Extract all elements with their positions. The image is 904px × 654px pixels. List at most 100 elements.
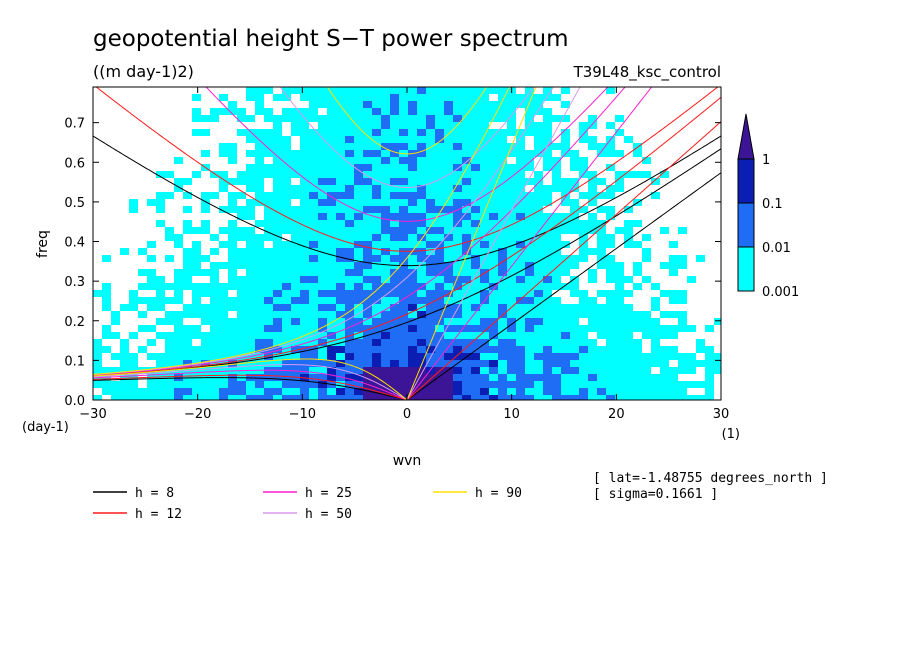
- heat-cell: [471, 304, 481, 312]
- heat-cell: [246, 346, 256, 354]
- heat-cell: [300, 87, 310, 95]
- heat-cell: [318, 87, 328, 95]
- heat-cell: [642, 136, 652, 144]
- heat-cell: [192, 171, 202, 179]
- heat-cell: [237, 115, 247, 123]
- heat-cell: [345, 101, 355, 109]
- heat-cell: [651, 360, 661, 368]
- heat-cell: [453, 388, 463, 396]
- heat-cell: [156, 178, 166, 186]
- heat-cell: [282, 199, 292, 207]
- heat-cell: [291, 108, 301, 116]
- heat-cell: [291, 143, 301, 151]
- heat-cell: [552, 108, 562, 116]
- heat-cell: [372, 283, 382, 291]
- heat-cell: [183, 332, 193, 340]
- heat-cell: [624, 297, 634, 305]
- heat-cell: [219, 143, 229, 151]
- heat-cell: [165, 325, 175, 333]
- heat-cell: [498, 381, 508, 389]
- heat-cell: [633, 269, 643, 277]
- heat-cell: [579, 311, 589, 319]
- heat-cell: [597, 388, 607, 396]
- heat-cell: [579, 248, 589, 256]
- heat-cell: [147, 206, 157, 214]
- heat-cell: [633, 318, 643, 326]
- heat-cell: [561, 101, 571, 109]
- heat-cell: [228, 94, 238, 102]
- heat-cell: [264, 283, 274, 291]
- heat-cell: [579, 367, 589, 375]
- heat-cell: [435, 346, 445, 354]
- heat-cell: [507, 101, 517, 109]
- heat-cell: [399, 346, 409, 354]
- heat-cell: [273, 255, 283, 263]
- heat-cell: [489, 122, 499, 130]
- heat-cell: [462, 150, 472, 158]
- heat-cell: [237, 94, 247, 102]
- heat-cell: [525, 115, 535, 123]
- heat-cell: [534, 276, 544, 284]
- heat-cell: [651, 325, 661, 333]
- heat-cell: [336, 220, 346, 228]
- heat-cell: [372, 94, 382, 102]
- heat-cell: [489, 374, 499, 382]
- heat-cell: [480, 276, 490, 284]
- heat-cell: [354, 108, 364, 116]
- heat-cell: [471, 206, 481, 214]
- heat-cell: [120, 395, 130, 400]
- heat-cell: [642, 395, 652, 400]
- heat-cell: [453, 283, 463, 291]
- heat-cell: [318, 129, 328, 137]
- heat-cell: [507, 234, 517, 242]
- heat-cell: [714, 220, 721, 228]
- heat-cell: [120, 318, 130, 326]
- heat-cell: [624, 206, 634, 214]
- heat-cell: [372, 304, 382, 312]
- heat-cell: [93, 290, 103, 298]
- heat-cell: [417, 346, 427, 354]
- heat-cell: [147, 381, 157, 389]
- heat-cell: [543, 192, 553, 200]
- heat-cell: [120, 94, 130, 102]
- heat-cell: [264, 360, 274, 368]
- heat-cell: [192, 388, 202, 396]
- heat-cell: [453, 276, 463, 284]
- heat-cell: [579, 374, 589, 382]
- heat-cell: [534, 178, 544, 186]
- heat-cell: [354, 185, 364, 193]
- heat-cell: [255, 325, 265, 333]
- heat-cell: [372, 178, 382, 186]
- colorbar-segment: [737, 202, 755, 248]
- heat-cell: [156, 360, 166, 368]
- heat-cell: [543, 199, 553, 207]
- heat-cell: [390, 164, 400, 172]
- heat-cell: [552, 353, 562, 361]
- heat-cell: [516, 206, 526, 214]
- heat-cell: [552, 87, 562, 95]
- heat-cell: [300, 213, 310, 221]
- heat-cell: [705, 311, 715, 319]
- heat-cell: [291, 269, 301, 277]
- heat-cell: [552, 367, 562, 375]
- heat-cell: [129, 129, 139, 137]
- heat-cell: [102, 395, 112, 400]
- heat-cell: [579, 150, 589, 158]
- heat-cell: [237, 304, 247, 312]
- heat-cell: [471, 143, 481, 151]
- heat-cell: [525, 136, 535, 144]
- x-tick-label: 20: [608, 407, 625, 422]
- heat-cell: [462, 283, 472, 291]
- heat-cell: [606, 101, 616, 109]
- heat-cell: [705, 234, 715, 242]
- heat-cell: [237, 206, 247, 214]
- heat-cell: [516, 241, 526, 249]
- heat-cell: [273, 136, 283, 144]
- heat-cell: [399, 374, 409, 382]
- heat-cell: [471, 297, 481, 305]
- heat-cell: [291, 122, 301, 130]
- heat-cell: [93, 227, 103, 235]
- heat-cell: [615, 353, 625, 361]
- heat-cell: [669, 227, 679, 235]
- heat-cell: [93, 297, 103, 305]
